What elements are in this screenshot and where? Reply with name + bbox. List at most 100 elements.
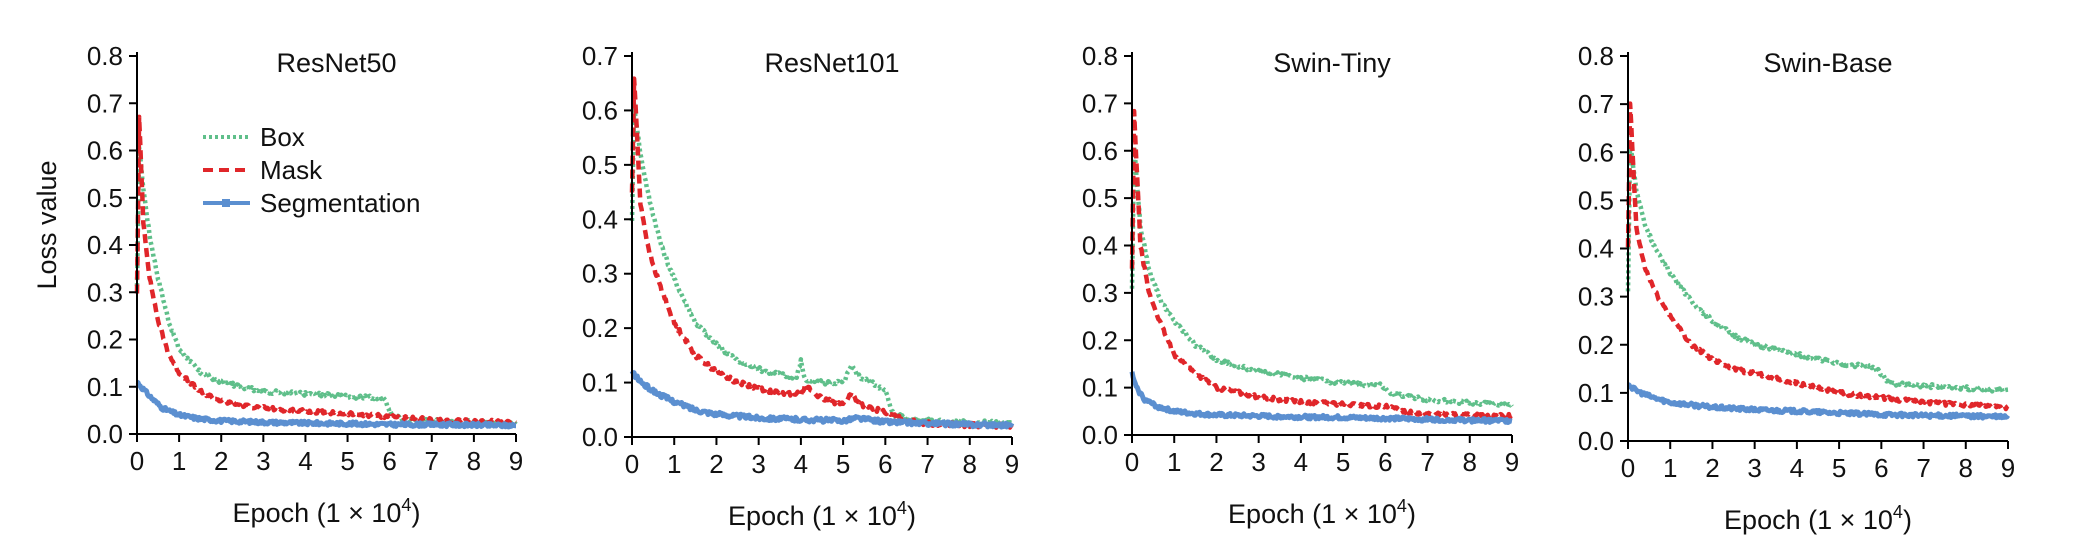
x-tick-label: 6 [1874,453,1888,483]
x-tick-label: 8 [1959,453,1973,483]
series-line-segmentation [1626,382,2011,421]
y-tick-label: 0.0 [582,422,618,452]
x-axis-label-close: ) [907,501,916,531]
x-tick-label: 4 [794,449,808,479]
x-axis-label-close: ) [411,498,420,528]
series-line-segmentation [1129,371,1514,425]
x-tick-label: 2 [709,449,723,479]
x-tick-label: 9 [1005,449,1019,479]
x-tick-label: 7 [1420,447,1434,477]
y-tick-label: 0.0 [87,419,123,449]
x-tick-label: 2 [214,446,228,476]
y-tick-label: 0.6 [1578,137,1614,167]
y-tick-label: 0.8 [87,41,123,71]
x-tick-label: 7 [425,446,439,476]
x-axis-label-main: Epoch (1 × 10 [1724,505,1893,535]
y-tick-label: 0.4 [582,204,618,234]
y-tick-label: 0.5 [1082,183,1118,213]
y-tick-label: 0.1 [582,368,618,398]
x-tick-label: 9 [1505,447,1519,477]
x-axis-label-main: Epoch (1 × 10 [728,501,897,531]
y-tick-label: 0.5 [1578,185,1614,215]
y-tick-label: 0.7 [1578,89,1614,119]
x-axis-label-exponent: 4 [1397,496,1407,516]
chart-title: ResNet50 [276,48,396,78]
x-axis-label-exponent: 4 [401,495,411,515]
x-tick-label: 1 [667,449,681,479]
y-tick-label: 0.1 [87,372,123,402]
y-tick-label: 0.4 [87,230,123,260]
chart-title: ResNet101 [764,48,899,78]
y-tick-label: 0.2 [87,325,123,355]
y-tick-label: 0.2 [1082,325,1118,355]
y-tick-label: 0.1 [1082,373,1118,403]
y-tick-label: 0.3 [87,277,123,307]
y-tick-label: 0.5 [87,183,123,213]
x-tick-label: 6 [878,449,892,479]
x-tick-label: 5 [340,446,354,476]
y-tick-label: 0.6 [1082,136,1118,166]
y-axis-label: Loss value [32,160,62,289]
x-axis-label-close: ) [1407,499,1416,529]
y-tick-label: 0.7 [87,88,123,118]
x-axis-label-exponent: 4 [897,498,907,518]
y-tick-label: 0.2 [1578,330,1614,360]
x-axis-label: Epoch (1 × 104) [233,495,421,528]
x-axis-label: Epoch (1 × 104) [1724,502,1912,535]
x-tick-label: 0 [1621,453,1635,483]
x-axis-label-main: Epoch (1 × 10 [1228,499,1397,529]
y-tick-label: 0.8 [1082,41,1118,71]
x-tick-label: 0 [1125,447,1139,477]
y-tick-label: 0.0 [1578,426,1614,456]
y-tick-label: 0.6 [582,95,618,125]
y-tick-label: 0.2 [582,313,618,343]
x-tick-label: 9 [2001,453,2015,483]
x-tick-label: 4 [1790,453,1804,483]
chart-title: Swin-Tiny [1273,48,1391,78]
chart-panel-4: 0.00.10.20.30.40.50.60.70.80 1 2 3 4 5 6 7 8 9Swi… [1578,41,2015,535]
series-line-segmentation [629,369,1015,430]
x-axis-label-exponent: 4 [1893,502,1903,522]
y-tick-label: 0.3 [582,259,618,289]
x-tick-label: 8 [963,449,977,479]
chart-panel-2: 0.00.10.20.30.40.50.60.70 1 2 3 4 5 6 7 8 9ResNet… [582,41,1019,531]
y-tick-label: 0.3 [1082,278,1118,308]
y-tick-label: 0.7 [582,41,618,71]
chart-title: Swin-Base [1763,48,1892,78]
x-tick-label: 6 [1378,447,1392,477]
series-line-box [1129,144,1514,410]
legend-marker [222,199,230,207]
x-tick-label: 0 [625,449,639,479]
x-tick-label: 8 [1463,447,1477,477]
y-tick-label: 0.5 [582,150,618,180]
series-line-segmentation [135,379,518,430]
x-tick-label: 8 [467,446,481,476]
y-tick-label: 0.8 [1578,41,1614,71]
chart-panel-1: 0.00.10.20.30.40.50.60.70.80 1 2 3 4 5 6 7 8 9Res… [87,41,523,528]
x-tick-label: 7 [1916,453,1930,483]
x-tick-label: 7 [920,449,934,479]
series-line-mask [1625,101,2010,412]
legend-label: Segmentation [260,188,420,218]
y-tick-label: 0.3 [1578,282,1614,312]
x-tick-label: 0 [130,446,144,476]
y-tick-label: 0.4 [1578,234,1614,264]
x-tick-label: 1 [1663,453,1677,483]
series-line-box [1625,142,2010,394]
x-axis-label: Epoch (1 × 104) [728,498,916,531]
series-line-mask [134,114,518,427]
legend-label: Mask [260,155,323,185]
x-tick-label: 6 [382,446,396,476]
y-tick-label: 0.0 [1082,420,1118,450]
series-line-box [629,101,1014,428]
legend-label: Box [260,122,305,152]
x-tick-label: 4 [1294,447,1308,477]
x-tick-label: 4 [298,446,312,476]
x-tick-label: 1 [1167,447,1181,477]
x-axis-label: Epoch (1 × 104) [1228,496,1416,529]
x-tick-label: 2 [1705,453,1719,483]
y-tick-label: 0.4 [1082,231,1118,261]
chart-panel-3: 0.00.10.20.30.40.50.60.70.80 1 2 3 4 5 6 7 8 9Swi… [1082,41,1519,529]
